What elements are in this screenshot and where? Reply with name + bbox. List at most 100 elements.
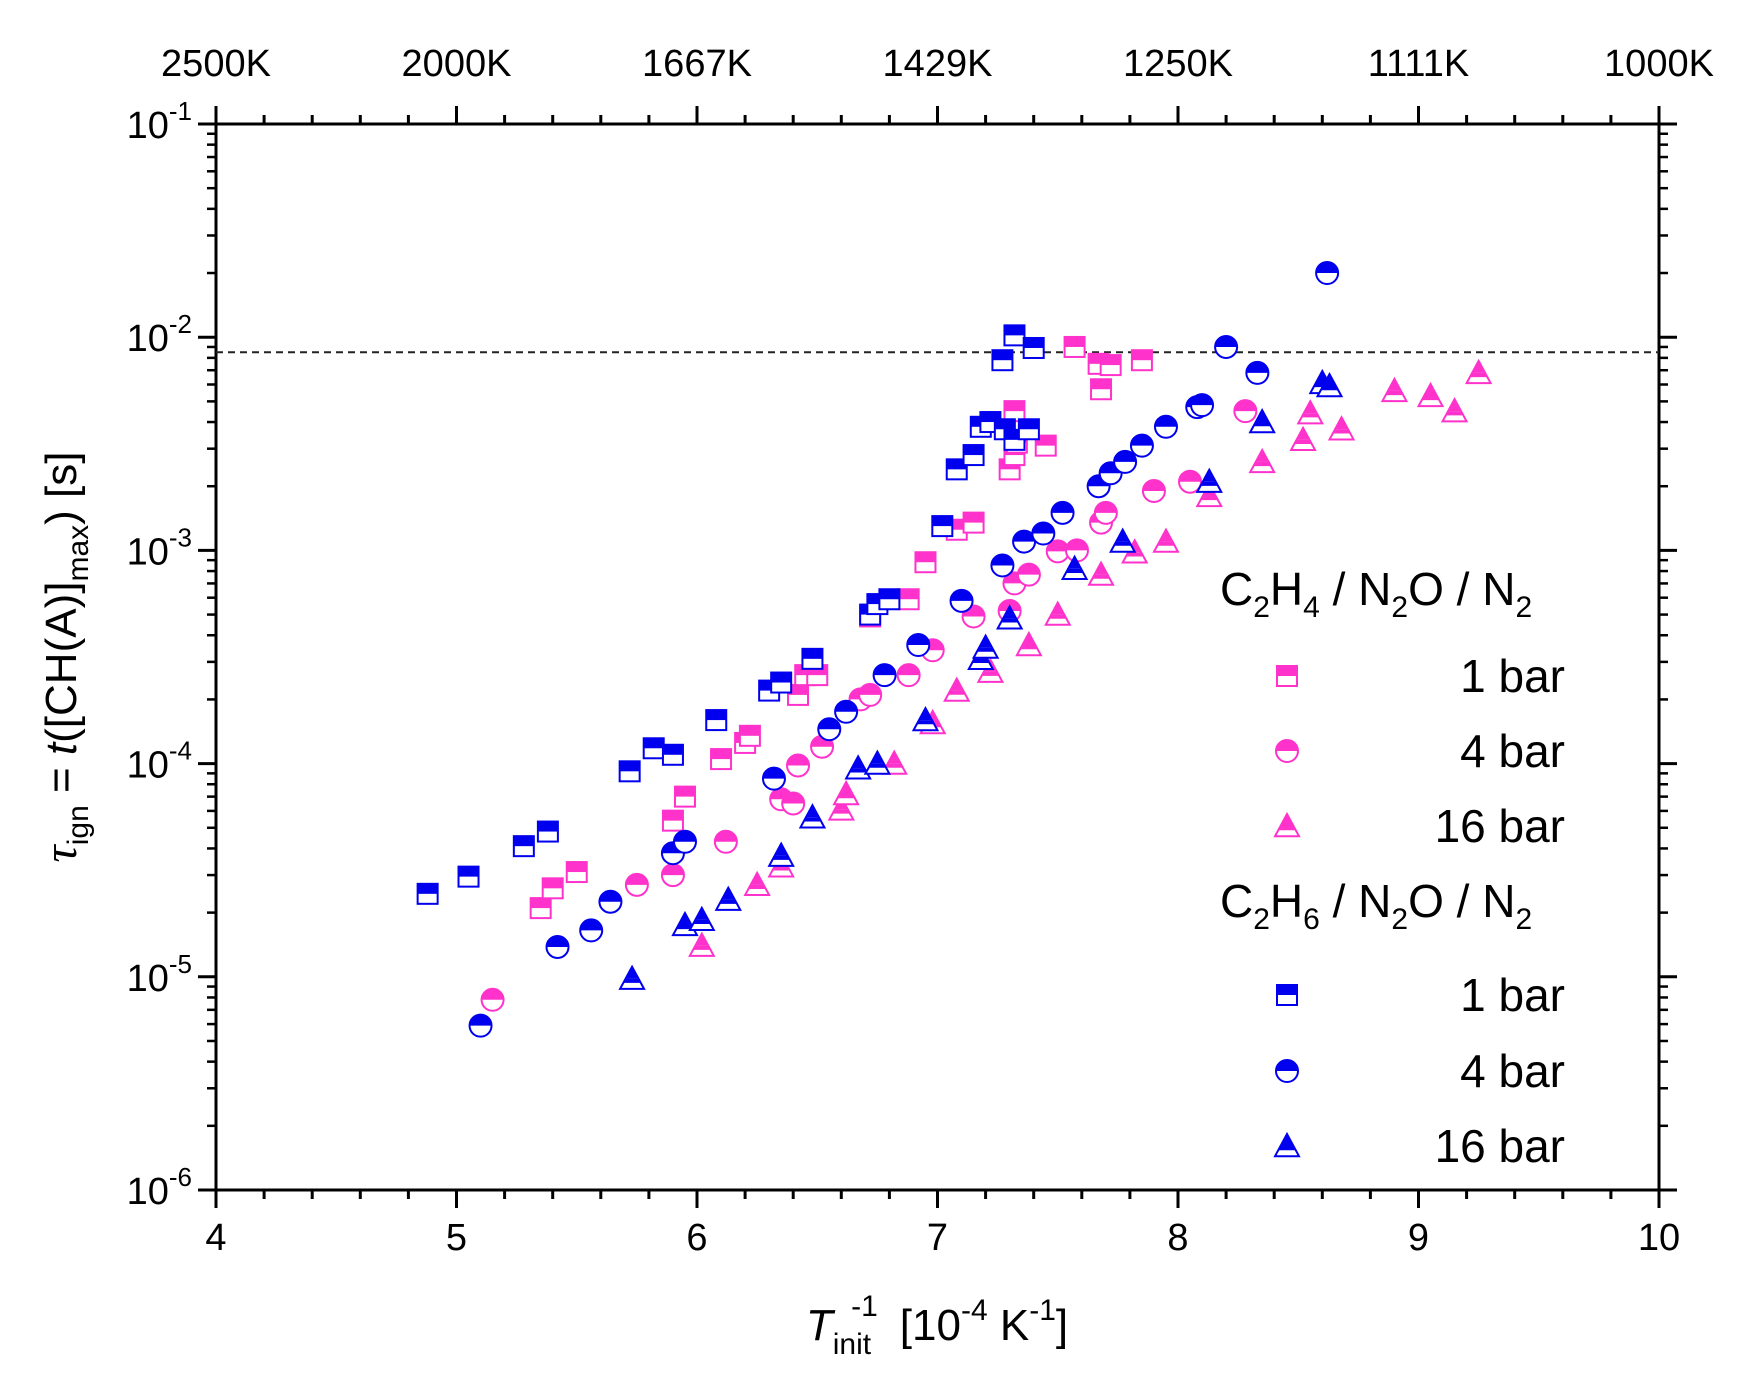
legend-label-c2h4-16bar: 16 bar	[1435, 800, 1565, 852]
top-axis-temperature-label: 1111K	[1368, 43, 1469, 85]
legend-marker-4	[1275, 1059, 1299, 1083]
data-point-series-5	[618, 964, 646, 990]
y-axis-title: τign = t([CH(A)]max) [s]	[34, 452, 95, 863]
y-tick-label: 10-3	[127, 522, 192, 573]
data-point-series-0	[1090, 378, 1113, 401]
data-point-series-5	[688, 905, 716, 932]
data-point-series-2	[1440, 397, 1469, 423]
y-title-t: t	[37, 741, 86, 755]
x-tick-label: 10	[1638, 1217, 1680, 1259]
data-point-series-3	[512, 835, 535, 858]
data-point-series-2	[1015, 630, 1043, 657]
data-point-series-0	[661, 809, 684, 832]
x-title-sub: init	[833, 1328, 872, 1361]
data-point-series-2	[688, 931, 716, 957]
data-point-series-0	[1034, 434, 1057, 457]
data-point-series-2	[1044, 600, 1072, 626]
legend-marker-0	[1276, 665, 1298, 687]
data-point-series-5	[971, 633, 1000, 659]
data-point-series-4	[990, 553, 1015, 578]
y-title-sub: ign	[62, 805, 95, 845]
data-point-series-1	[1233, 399, 1258, 424]
data-point-series-4	[1031, 521, 1056, 546]
data-point-series-3	[618, 760, 641, 783]
data-point-series-4	[906, 632, 931, 657]
data-point-series-1	[713, 829, 738, 854]
data-point-series-4	[598, 889, 623, 914]
data-point-series-0	[1130, 349, 1153, 372]
data-point-series-0	[1063, 335, 1086, 358]
data-point-series-0	[565, 861, 588, 884]
legend-marker-3	[1276, 984, 1298, 1006]
legend-marker-5	[1273, 1131, 1301, 1158]
data-point-series-2	[1152, 527, 1180, 553]
x-title-unit-rest: K	[988, 1301, 1030, 1350]
x-tick-label: 7	[927, 1217, 948, 1259]
legend-markers	[1273, 665, 1301, 1158]
data-point-series-5	[863, 749, 892, 775]
data-point-series-1	[1093, 500, 1118, 525]
data-point-series-1	[480, 987, 505, 1012]
data-point-series-1	[624, 872, 649, 897]
data-point-series-3	[945, 458, 968, 481]
data-point-series-0	[738, 724, 761, 747]
data-point-series-5	[1109, 527, 1137, 553]
data-point-series-0	[673, 785, 696, 808]
data-point-series-3	[416, 882, 439, 905]
y-tick-label: 10-2	[127, 309, 192, 360]
top-axis-temperature-label: 2000K	[402, 43, 512, 85]
data-point-series-4	[545, 934, 570, 959]
x-tick-label: 4	[205, 1217, 226, 1259]
data-point-series-1	[660, 863, 685, 888]
data-point-series-1	[1016, 562, 1041, 587]
x-tick-label: 6	[686, 1217, 707, 1259]
y-tick-label: 10-4	[127, 736, 192, 787]
x-tick-label: 9	[1408, 1217, 1429, 1259]
data-point-series-3	[770, 671, 793, 694]
data-point-series-5	[1060, 554, 1089, 580]
data-point-series-3	[878, 588, 901, 611]
data-point-series-3	[457, 865, 480, 888]
data-point-series-4	[949, 588, 974, 613]
x-title-symbol: T	[806, 1301, 836, 1350]
data-point-series-4	[579, 918, 604, 943]
data-point-series-2	[1087, 560, 1115, 586]
data-point-series-2	[943, 676, 971, 702]
x-title-unit-sup2: -1	[1029, 1294, 1056, 1327]
data-point-series-4	[1012, 529, 1037, 554]
data-point-series-3	[536, 820, 559, 843]
data-point-series-4	[1050, 500, 1075, 525]
data-point-series-5	[798, 803, 827, 829]
data-point-series-0	[962, 511, 985, 534]
data-point-series-0	[914, 551, 937, 574]
data-point-series-2	[1195, 481, 1223, 508]
y-tick-label: 10-5	[127, 949, 192, 1000]
points-layer	[416, 261, 1493, 1038]
data-point-series-2	[1296, 399, 1324, 425]
y-title-sub2: max	[62, 525, 95, 582]
y-title-close: ) [s]	[37, 452, 86, 525]
x-tick-label: 8	[1167, 1217, 1188, 1259]
data-point-series-5	[995, 604, 1024, 630]
data-point-series-2	[1289, 425, 1317, 452]
data-point-series-3	[1017, 418, 1040, 441]
data-point-series-3	[705, 709, 728, 732]
x-title-sup: -1	[851, 1290, 878, 1323]
data-point-series-3	[962, 444, 985, 467]
data-point-series-4	[1245, 360, 1270, 385]
legend-label-c2h6-1bar: 1 bar	[1460, 969, 1565, 1021]
y-tick-label: 10-1	[127, 96, 192, 147]
data-point-series-4	[1190, 393, 1215, 418]
data-point-series-5	[1248, 407, 1276, 434]
data-point-series-0	[1003, 400, 1026, 423]
x-tick-label: 5	[446, 1217, 467, 1259]
x-title-unit-sup: -4	[961, 1294, 988, 1327]
data-point-series-0	[787, 683, 810, 706]
data-point-series-3	[991, 349, 1014, 372]
top-axis-temperature-label: 1429K	[883, 43, 993, 85]
data-point-series-3	[931, 515, 954, 538]
data-point-series-2	[743, 870, 771, 897]
x-title-unit: [10	[900, 1301, 961, 1350]
legend-title-c2h4: C2H4 / N2O / N2	[1220, 563, 1532, 624]
